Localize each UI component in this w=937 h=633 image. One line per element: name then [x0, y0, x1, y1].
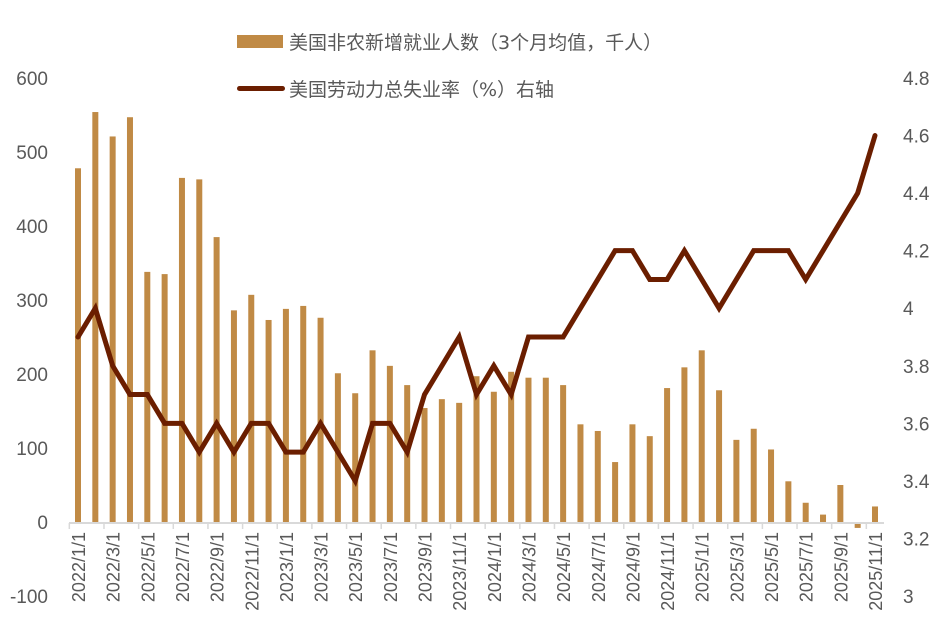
payrolls-bar — [768, 449, 775, 522]
left-axis-tick-label: 400 — [16, 217, 48, 238]
x-axis-tick-label: 2023/3/1 — [312, 532, 332, 602]
legend-line-swatch — [237, 86, 285, 91]
payrolls-bar — [681, 367, 688, 522]
payrolls-bar — [473, 376, 480, 522]
x-axis-tick-label: 2022/7/1 — [173, 532, 193, 602]
x-axis-tick-label: 2023/9/1 — [416, 532, 436, 602]
payrolls-bar — [560, 385, 567, 522]
payrolls-bar — [872, 506, 878, 522]
payrolls-bar — [508, 371, 515, 522]
right-axis-tick-label: 4.4 — [903, 184, 930, 205]
payrolls-bar — [629, 424, 636, 522]
payrolls-bar — [300, 305, 307, 522]
payrolls-bar — [196, 179, 203, 522]
payrolls-bar — [178, 177, 185, 522]
right-axis-tick-label: 4.2 — [903, 242, 929, 263]
payrolls-bar — [837, 485, 844, 522]
right-axis-tick-label: 3.4 — [903, 472, 930, 493]
payrolls-bar — [785, 481, 792, 522]
payrolls-bar — [698, 350, 705, 522]
x-axis-tick-label: 2024/11/1 — [658, 532, 678, 611]
payrolls-bar — [92, 112, 99, 522]
payrolls-bar — [352, 393, 359, 522]
left-y-axis: -100 0 100 200 300 400 500 600 — [10, 69, 48, 608]
x-axis-tick-label: 2023/1/1 — [277, 532, 297, 602]
payrolls-bar — [490, 391, 497, 522]
payrolls-bar — [386, 365, 393, 522]
payrolls-bar — [438, 399, 445, 522]
x-axis-tick-label: 2025/1/1 — [693, 532, 713, 602]
payrolls-bar — [248, 294, 255, 522]
legend-bar-swatch — [237, 35, 283, 48]
right-y-axis: 3 3.2 3.4 3.6 3.8 4 4.2 4.4 4.6 4.8 — [903, 69, 930, 608]
x-axis-tick-label: 2024/5/1 — [554, 532, 574, 602]
payrolls-bar — [421, 408, 428, 522]
left-axis-tick-label: 500 — [16, 143, 48, 164]
x-axis-tick-label: 2022/11/1 — [242, 532, 262, 611]
payrolls-bar — [716, 390, 723, 522]
payrolls-bar — [369, 350, 376, 522]
x-axis-tick-label: 2022/1/1 — [69, 532, 89, 602]
payrolls-bar — [577, 424, 584, 522]
x-axis-tick-label: 2025/9/1 — [831, 532, 851, 602]
x-axis-labels: 2022/1/1 2022/3/1 2022/5/1 2022/7/1 2022/9/1… — [69, 532, 886, 611]
x-axis-tick-label: 2022/5/1 — [138, 532, 158, 602]
legend-label-unemployment: 美国劳动力总失业率（%）右轴 — [289, 79, 555, 101]
payrolls-bar — [456, 402, 463, 522]
payrolls-bar — [854, 522, 861, 528]
payrolls-bar — [612, 462, 619, 522]
left-axis-tick-label: 0 — [37, 513, 48, 534]
payrolls-bar — [161, 274, 168, 522]
payrolls-bar — [213, 237, 220, 522]
payrolls-bar — [646, 436, 653, 522]
right-axis-tick-label: 3.6 — [903, 414, 929, 435]
right-axis-tick-label: 3.8 — [903, 357, 929, 378]
payrolls-bar — [542, 377, 549, 522]
left-axis-tick-label: 600 — [16, 69, 48, 90]
x-axis-tick-label: 2023/5/1 — [346, 532, 366, 602]
x-axis-tick-label: 2024/1/1 — [485, 532, 505, 602]
right-axis-tick-label: 3 — [903, 587, 914, 608]
payrolls-bar — [109, 136, 116, 522]
payrolls-bar — [594, 430, 601, 522]
payrolls-bar — [820, 514, 827, 522]
legend-item-payrolls: 美国非农新增就业人数（3个月均值，千人） — [237, 28, 662, 55]
x-axis-tick-label: 2022/3/1 — [104, 532, 124, 602]
right-axis-tick-label: 3.2 — [903, 529, 929, 550]
payrolls-bar — [230, 310, 237, 522]
x-axis-tick-label: 2023/7/1 — [381, 532, 401, 602]
left-axis-tick-label: 200 — [16, 365, 48, 386]
x-axis-tick-label: 2025/5/1 — [762, 532, 782, 602]
x-axis-tick-label: 2025/11/1 — [866, 532, 886, 611]
x-axis-tick-label: 2025/7/1 — [797, 532, 817, 602]
payrolls-bar — [733, 439, 740, 522]
x-axis-tick-label: 2024/3/1 — [519, 532, 539, 602]
left-axis-tick-label: -100 — [10, 587, 48, 608]
right-axis-tick-label: 4 — [903, 299, 914, 320]
legend-item-unemployment: 美国劳动力总失业率（%）右轴 — [237, 75, 554, 102]
payrolls-bar — [282, 308, 289, 522]
payrolls-bar — [750, 428, 757, 522]
unemployment-line — [75, 133, 878, 488]
left-axis-tick-label: 300 — [16, 291, 48, 312]
x-axis-tick-label: 2022/9/1 — [208, 532, 228, 602]
payrolls-bar — [664, 388, 671, 522]
x-axis-tick-label: 2024/9/1 — [623, 532, 643, 602]
right-axis-tick-label: 4.6 — [903, 127, 929, 148]
payrolls-bar — [525, 377, 532, 522]
payrolls-bar — [126, 117, 133, 522]
x-axis-tick-label: 2025/3/1 — [727, 532, 747, 602]
legend-label-payrolls: 美国非农新增就业人数（3个月均值，千人） — [289, 32, 663, 54]
right-axis-tick-label: 4.8 — [903, 69, 929, 90]
x-axis-tick-label: 2023/11/1 — [450, 532, 470, 611]
x-axis-ticks — [68, 523, 868, 529]
payrolls-bar — [802, 502, 809, 522]
x-axis-tick-label: 2024/7/1 — [589, 532, 609, 602]
payrolls-bars — [75, 112, 878, 528]
payrolls-bar — [75, 168, 81, 522]
left-axis-tick-label: 100 — [16, 439, 48, 460]
